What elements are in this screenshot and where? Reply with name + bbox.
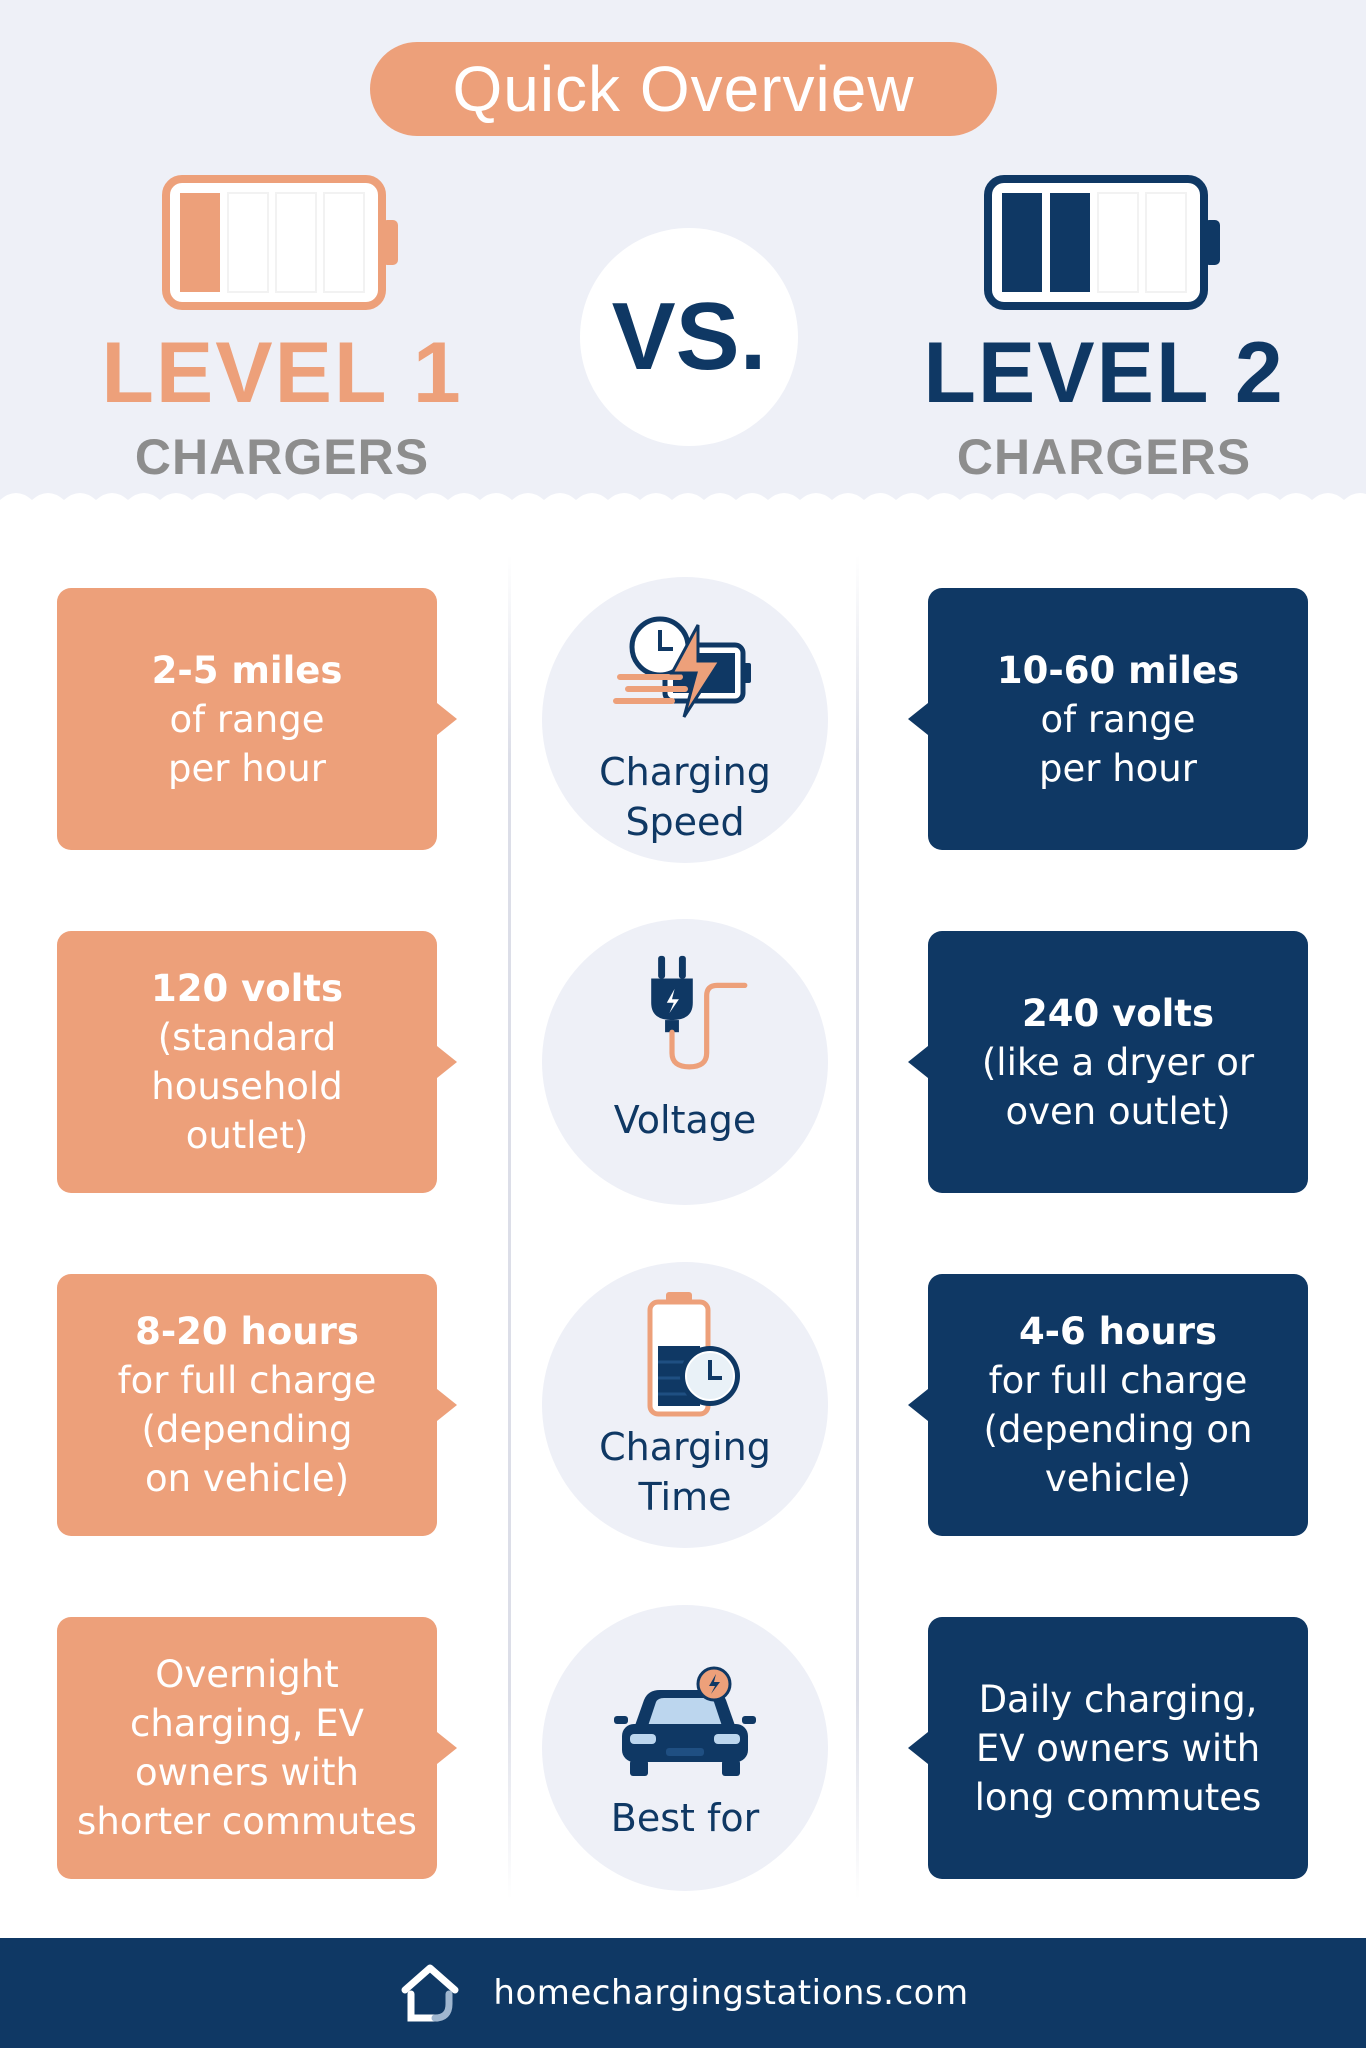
card-line: Daily charging, [978,1677,1258,1721]
card-line: (like a dryer or [981,1040,1255,1084]
battery-low-icon [162,175,398,310]
category-label: Voltage [613,1098,757,1142]
card-line: for full charge [988,1359,1248,1402]
card-line: oven outlet) [1005,1089,1231,1133]
card-line: per hour [168,746,326,790]
house-logo-icon [401,1964,459,2022]
card-headline: 120 volts [150,967,344,1010]
category-label: Charging [599,750,771,794]
charging-speed-badge: Charging Speed [542,577,828,863]
card-line: per hour [1039,746,1197,790]
page-title: Quick Overview [370,42,997,136]
level1-heading: LEVEL 1 CHARGERS [62,330,502,482]
card-line: EV owners with [975,1726,1261,1770]
card-line: (depending [141,1408,353,1451]
category-label: Speed [625,800,745,844]
charging-time-badge: Charging Time [542,1262,828,1548]
level2-subtitle: CHARGERS [956,429,1252,485]
card-line: of range [169,697,325,741]
card-headline: 4-6 hours [1018,1310,1218,1353]
left-divider [508,555,511,1900]
scallop-edge [0,493,1366,512]
level2-title: LEVEL 2 [923,325,1285,421]
card-line: vehicle) [1044,1457,1192,1500]
category-label: Charging [599,1425,771,1469]
card-line: shorter commutes [77,1800,417,1843]
category-label: Best for [610,1796,760,1840]
card-line: owners with [135,1751,359,1794]
card-headline: 240 volts [1021,991,1215,1035]
card-line: for full charge [117,1359,377,1402]
card-line: (standard [157,1016,337,1059]
level1-title: LEVEL 1 [101,325,463,421]
footer: homechargingstations.com [0,1938,1366,2048]
voltage-badge: Voltage [542,919,828,1205]
card-line: long commutes [974,1775,1262,1819]
right-divider [856,555,859,1900]
battery-half-icon [984,175,1220,310]
card-headline: 2-5 miles [151,648,343,692]
plug-icon [651,955,748,1070]
level2-heading: LEVEL 2 CHARGERS [884,330,1324,482]
level1-best-for-card: Overnight charging, EV owners with short… [57,1617,457,1879]
level1-charging-speed-card: 2-5 miles of range per hour [57,588,457,850]
best-for-badge: Best for [542,1605,828,1891]
card-headline: 8-20 hours [135,1310,359,1353]
level2-best-for-card: Daily charging, EV owners with long comm… [908,1617,1308,1879]
car-icon [614,1666,756,1776]
footer-site-link[interactable]: homechargingstations.com [493,1973,969,2013]
card-line: Overnight [155,1653,339,1696]
level2-charging-speed-card: 10-60 miles of range per hour [908,588,1308,850]
vs-badge: VS. [580,228,798,446]
charging-speed-icon [613,616,751,718]
card-line: (depending on [983,1408,1253,1451]
card-headline: 10-60 miles [996,648,1240,692]
card-line: household [151,1065,343,1108]
card-line: on vehicle) [144,1457,350,1500]
battery-clock-icon [647,1292,740,1417]
category-label: Time [638,1475,732,1519]
level2-charging-time-card: 4-6 hours for full charge (depending on … [908,1274,1308,1536]
level2-voltage-card: 240 volts (like a dryer or oven outlet) [908,931,1308,1193]
level1-voltage-card: 120 volts (standard household outlet) [57,931,457,1193]
level1-subtitle: CHARGERS [134,429,430,485]
card-line: charging, EV [130,1702,364,1745]
level1-charging-time-card: 8-20 hours for full charge (depending on… [57,1274,457,1536]
card-line: of range [1040,697,1196,741]
card-line: outlet) [185,1114,309,1157]
